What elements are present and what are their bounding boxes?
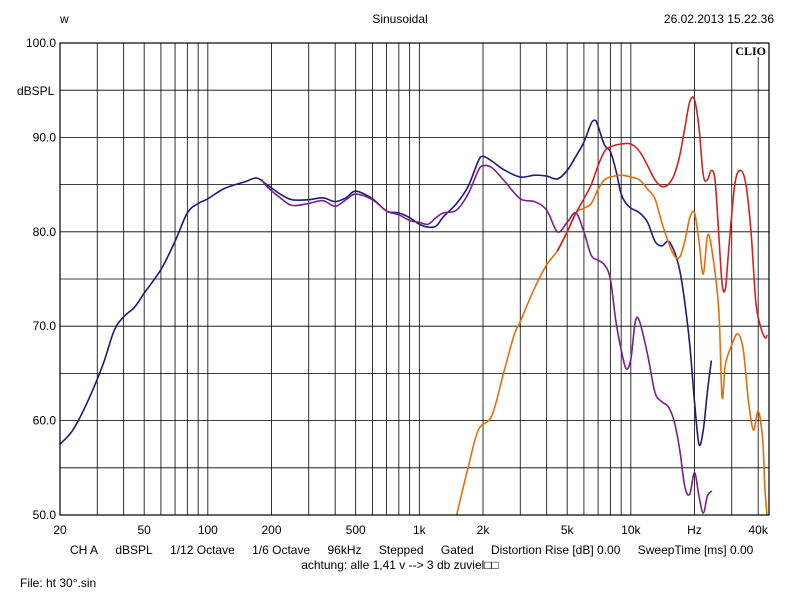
timestamp: 26.02.2013 15.22.36 [663,12,774,26]
sample-rate-label: 96kHz [327,543,362,557]
channel-label: CH A [70,543,99,557]
measurement-settings: CH A dBSPL 1/12 Octave 1/6 Octave 96kHz … [70,543,767,557]
smoothing-label: 1/6 Octave [252,543,311,557]
y-tick-label: 70.0 [33,319,57,333]
y-tick-label: 90.0 [33,130,57,144]
y-axis-label: dBSPL [17,84,55,98]
x-tick-label: 200 [261,523,281,537]
y-tick-labels: 50.0 60.0 70.0 80.0 90.0 100.0 [26,36,56,522]
y-tick-label: 80.0 [33,225,57,239]
gating-label: Gated [440,543,474,557]
distortion-rise-label: Distortion Rise [dB] 0.00 [490,543,621,557]
series-group [59,96,768,516]
header-left-label: w [60,12,69,26]
series-line-3 [455,174,768,516]
brand-logo: CLIO [735,44,766,58]
brand-badge [733,44,768,57]
y-tick-label: 100.0 [26,36,56,50]
series-line-1 [59,119,713,447]
x-tick-label: 500 [346,523,366,537]
x-tick-labels: 20 50 100 200 500 1k 2k 5k 10k Hz 40k [53,523,769,537]
unit-label: dBSPL [115,543,153,557]
x-tick-label: 2k [477,523,491,537]
y-tick-label: 50.0 [33,508,57,522]
x-tick-label: 5k [561,523,575,537]
x-tick-label: 50 [137,523,151,537]
file-name: File: ht 30°.sin [20,576,97,590]
sweep-mode-label: Stepped [378,543,424,557]
x-tick-label: 20 [53,523,67,537]
horizontal-gridlines [60,89,769,469]
resolution-label: 1/12 Octave [170,543,235,557]
y-tick-label: 60.0 [33,414,57,428]
x-tick-label: 1k [413,523,427,537]
series-line-2 [261,164,713,514]
x-tick-label: Hz [687,523,702,537]
note-text: achtung: alle 1,41 v --> 3 db zuviel□□ [301,558,499,572]
series-line-4 [556,96,768,339]
plot-frame [59,42,770,516]
sweep-time-label: SweepTime [ms] 0.00 [637,543,754,557]
x-tick-label: 10k [621,523,641,537]
chart-title: Sinusoidal [372,12,428,26]
x-tick-label: 100 [198,523,218,537]
x-tick-label: 40k [749,523,769,537]
